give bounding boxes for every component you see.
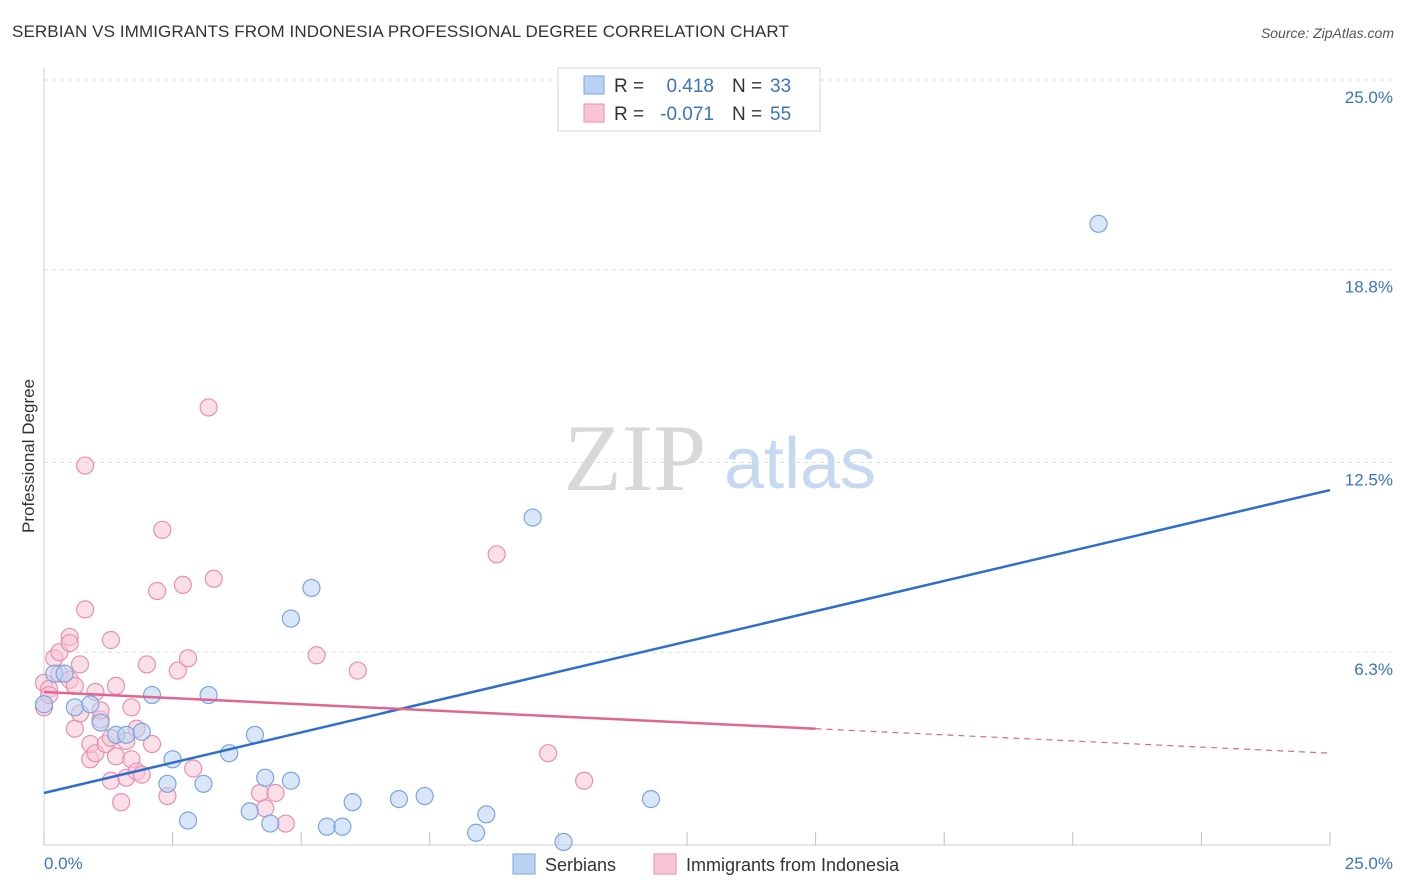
legend-r-label-indonesia: R = [614,104,644,125]
serbians-point-2 [55,664,74,683]
legend-n-label-indonesia: N = [732,104,762,125]
serbians-point-30 [523,508,542,527]
legend-r-label-serbians: R = [614,76,644,97]
trend-line-indonesia-extension [815,728,1331,754]
chart-title: SERBIAN VS IMMIGRANTS FROM INDONESIA PRO… [12,22,789,41]
legend-n-label-serbians: N = [732,76,762,97]
indonesia-point-49 [266,783,285,803]
serbians-point-31 [554,832,573,852]
indonesia-point-45 [199,398,218,417]
bottom-legend-swatch-serbians [512,853,536,875]
serbians-point-12 [178,811,198,830]
serbians-point-0 [34,695,54,714]
grid-lines [44,79,1393,653]
x-axis-ticks [43,832,1331,845]
indonesia-point-14 [76,456,95,475]
trend-lines [43,488,1331,795]
indonesia-point-52 [348,661,367,680]
indonesia-point-50 [276,814,295,833]
serbians-point-20 [281,771,301,790]
serbians-point-26 [389,789,409,809]
bottom-legend-label-indonesia: Immigrants from Indonesia [686,855,900,875]
indonesia-point-26 [106,747,126,766]
indonesia-point-13 [70,655,90,674]
indonesia-point-24 [101,630,120,650]
y-tick-label-2: 18.8% [1345,278,1393,297]
watermark-atlas: atlas [724,424,876,504]
bottom-legend: Serbians Immigrants from Indonesia [512,853,900,875]
x-tick-label-min: 0.0% [44,854,83,873]
serbians-point-27 [415,786,434,806]
serbians-point-9 [142,685,162,705]
legend-r-value-indonesia: -0.071 [660,104,714,125]
chart-source: Source: ZipAtlas.com [1260,25,1394,41]
series-serbians-points [34,214,1108,852]
serbians-point-22 [302,578,321,598]
serbians-point-28 [466,823,486,842]
y-tick-label-3: 25.0% [1345,88,1393,107]
serbians-point-33 [1089,214,1108,233]
serbians-point-29 [477,805,496,824]
watermark-zip: ZIP [564,405,707,511]
indonesia-point-36 [137,655,156,674]
watermark: ZIP atlas [564,405,876,511]
indonesia-point-39 [153,520,172,539]
y-tick-label-1: 12.5% [1345,471,1393,490]
trend-line-serbians [43,488,1331,795]
bottom-legend-swatch-indonesia [653,853,677,875]
indonesia-point-11 [65,719,84,738]
serbians-point-32 [641,789,661,809]
indonesia-point-27 [106,676,126,695]
bottom-legend-label-serbians: Serbians [545,855,616,875]
serbians-point-19 [261,814,280,833]
x-tick-label-max: 25.0% [1345,854,1393,873]
serbians-point-16 [240,802,259,821]
serbians-point-13 [194,774,213,793]
legend-swatch-serbians [583,75,605,95]
serbians-point-18 [256,768,275,787]
legend-r-value-serbians: 0.418 [666,76,714,97]
indonesia-point-38 [148,581,167,601]
serbians-point-23 [317,817,337,836]
indonesia-point-54 [539,744,558,763]
indonesia-point-15 [76,600,95,619]
series-indonesia-points [34,398,594,833]
indonesia-point-47 [250,783,270,803]
indonesia-point-28 [112,793,131,812]
indonesia-point-43 [178,649,198,668]
serbians-point-10 [158,774,177,793]
serbians-point-3 [65,698,84,717]
serbians-point-4 [81,695,100,714]
indonesia-point-37 [142,734,162,754]
legend-n-value-indonesia: 55 [770,104,791,125]
indonesia-point-44 [184,759,203,778]
y-axis-tick-labels: 6.3% 12.5% 18.8% 25.0% [1345,88,1393,679]
serbians-point-25 [343,793,362,812]
indonesia-point-9 [60,633,79,653]
indonesia-point-46 [204,569,223,588]
indonesia-point-41 [168,661,187,680]
trend-line-indonesia [43,690,816,730]
serbians-point-24 [333,817,352,836]
serbians-point-5 [91,713,110,732]
serbians-point-21 [281,609,301,628]
indonesia-point-42 [173,575,192,595]
legend-n-value-serbians: 33 [770,76,791,97]
serbians-point-8 [132,722,151,741]
indonesia-point-48 [256,799,275,818]
indonesia-point-51 [307,646,326,665]
indonesia-point-55 [575,771,594,790]
y-axis-title: Professional Degree [19,379,38,533]
indonesia-point-31 [122,698,141,717]
indonesia-point-53 [487,545,506,564]
serbians-point-7 [117,725,136,744]
y-tick-label-0: 6.3% [1354,660,1393,679]
legend-box: R = 0.418 N = 33 R = -0.071 N = 55 [557,67,821,132]
legend-swatch-indonesia [583,103,605,123]
